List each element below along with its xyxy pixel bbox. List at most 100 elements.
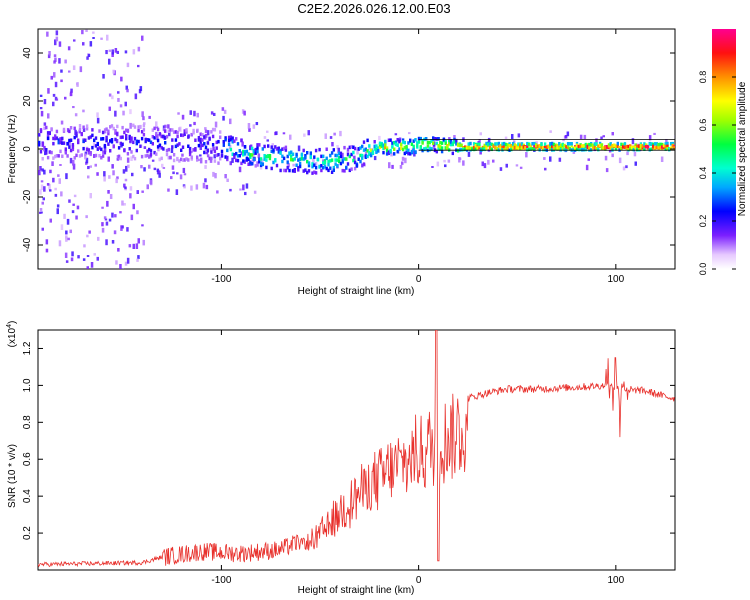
ridge-cell (274, 159, 277, 163)
noise-cell (391, 164, 394, 169)
ridge-cell (125, 128, 128, 132)
noise-cell (111, 52, 114, 57)
ridge-cell (80, 153, 83, 157)
noise-cell (602, 135, 605, 138)
ridge-cell (531, 142, 534, 146)
ridge-cell (258, 157, 261, 161)
noise-cell (120, 145, 123, 148)
ridge-cell (77, 138, 80, 142)
ridge-cell (80, 132, 83, 137)
ridge-cell (350, 152, 353, 157)
snr-ylabel: SNR (10 * v/v) (7, 444, 18, 508)
ridge-cell (139, 144, 142, 148)
ridge-cell (322, 154, 325, 159)
ridge-cell (566, 145, 570, 150)
noise-cell (336, 145, 339, 150)
ridge-cell (378, 145, 382, 149)
ridge-cell (98, 154, 101, 158)
ridge-cell (499, 146, 502, 150)
noise-cell (195, 184, 199, 190)
noise-cell (100, 37, 103, 40)
ridge-cell (448, 142, 451, 146)
ridge-cell (307, 169, 311, 173)
ridge-cell (178, 142, 181, 146)
ridge-cell (325, 147, 328, 151)
ridge-cell (192, 148, 195, 152)
ridge-cell (314, 171, 318, 175)
noise-cell (41, 227, 44, 231)
noise-cell (102, 150, 105, 154)
ridge-cell (623, 145, 627, 149)
ridge-cell (384, 139, 387, 144)
ridge-cell (412, 144, 415, 149)
noise-cell (189, 110, 192, 115)
noise-cell (119, 104, 123, 108)
ridge-cell (456, 142, 460, 147)
ridge-cell (101, 137, 105, 141)
ridge-cell (318, 164, 321, 169)
noise-cell (129, 122, 132, 129)
noise-cell (266, 139, 269, 142)
ridge-cell (251, 146, 254, 151)
ridge-cell (435, 137, 438, 141)
noise-cell (241, 141, 244, 147)
noise-cell (116, 176, 119, 180)
ridge-cell (387, 151, 391, 155)
snr-panel: -100 0 100 0.2 0.4 0.6 0.8 1.0 1.2 SNR (10 * v/v… (6, 321, 676, 596)
ridge-cell (119, 135, 122, 140)
noise-cell (106, 34, 109, 41)
noise-cell (129, 193, 132, 199)
ridge-cell (59, 137, 62, 141)
ridge-cell (201, 143, 204, 148)
noise-cell (130, 156, 133, 161)
ridge-cell (282, 146, 286, 151)
noise-cell (171, 165, 175, 170)
noise-cell (108, 175, 111, 179)
ridge-cell (211, 143, 215, 147)
noise-cell (289, 134, 292, 140)
noise-cell (209, 147, 213, 152)
noise-cell (238, 166, 242, 173)
ridge-cell (279, 148, 282, 153)
ridge-cell (513, 143, 517, 147)
noise-cell (111, 49, 114, 55)
ridge-cell (281, 154, 284, 159)
noise-cell (240, 151, 244, 156)
noise-cell (253, 190, 257, 194)
noise-cell (113, 230, 117, 235)
ridge-cell (71, 143, 75, 147)
ridge-cell (82, 146, 85, 151)
ridge-cell (511, 142, 515, 146)
ridge-cell (61, 141, 64, 145)
noise-cell (103, 147, 107, 153)
noise-cell (90, 262, 94, 268)
noise-cell (314, 162, 318, 166)
ridge-cell (396, 149, 399, 154)
noise-cell (390, 152, 393, 157)
ridge-cell (636, 147, 639, 152)
ridge-cell (625, 144, 628, 149)
ridge-cell (208, 136, 211, 141)
ridge-cell (267, 154, 270, 158)
ridge-cell (231, 140, 234, 144)
ridge-cell (384, 145, 387, 150)
ridge-cell (245, 149, 249, 154)
ridge-cell (297, 166, 300, 170)
noise-cell (212, 171, 215, 177)
ridge-cell (527, 143, 531, 147)
ridge-cell (432, 141, 435, 145)
colorbar: 0.0 0.2 0.4 0.6 0.8 Normalized spectral ampl… (698, 29, 748, 275)
ridge-cell (412, 139, 415, 143)
ridge-cell (353, 166, 357, 171)
ridge-cell (517, 146, 520, 150)
noise-cell (487, 159, 490, 165)
noise-cell (142, 116, 145, 121)
ridge-cell (657, 142, 660, 147)
noise-cell (199, 154, 202, 157)
x-tick-label: 100 (607, 575, 624, 586)
ridge-cell (39, 129, 43, 134)
ridge-cell (329, 153, 332, 158)
ridge-cell (673, 146, 675, 150)
ridge-cell (85, 147, 89, 152)
ridge-cell (369, 148, 373, 153)
